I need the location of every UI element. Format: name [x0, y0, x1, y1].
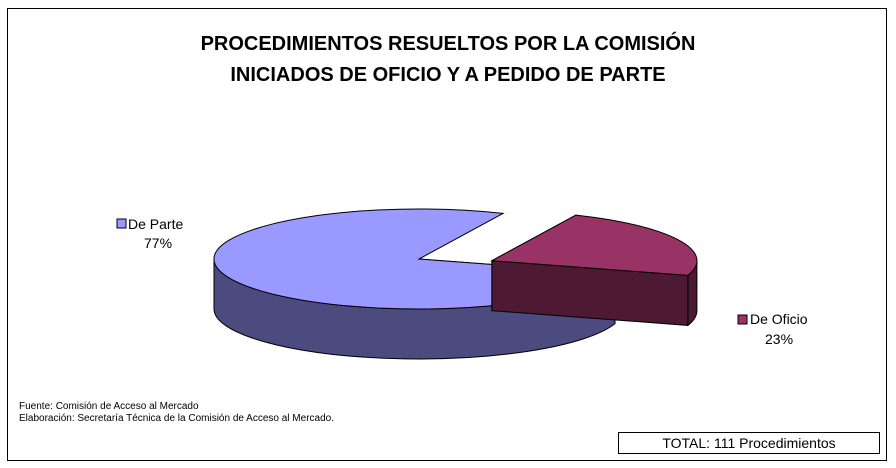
total-box: TOTAL: 111 Procedimientos	[618, 432, 880, 454]
legend-swatch-de-oficio	[737, 314, 748, 325]
pie-slice-de-oficio	[490, 214, 698, 327]
data-label-de-parte: 77%	[144, 235, 172, 251]
data-label-de-oficio: 23%	[765, 331, 793, 347]
chart-title-line1: PROCEDIMIENTOS RESUELTOS POR LA COMISIÓN	[200, 33, 696, 55]
legend-label-de-oficio: De Oficio	[750, 311, 808, 327]
legend-label-de-parte: De Parte	[128, 216, 183, 232]
elaboration-line: Elaboración: Secretaría Técnica de la Co…	[19, 413, 334, 424]
chart-title-line2: INICIADOS DE OFICIO Y A PEDIDO DE PARTE	[230, 64, 666, 86]
legend-swatch-de-parte	[116, 218, 127, 229]
source-line: Fuente: Comisión de Acceso al Mercado	[19, 401, 199, 412]
source-note: Fuente: Comisión de Acceso al Mercado El…	[19, 401, 364, 425]
